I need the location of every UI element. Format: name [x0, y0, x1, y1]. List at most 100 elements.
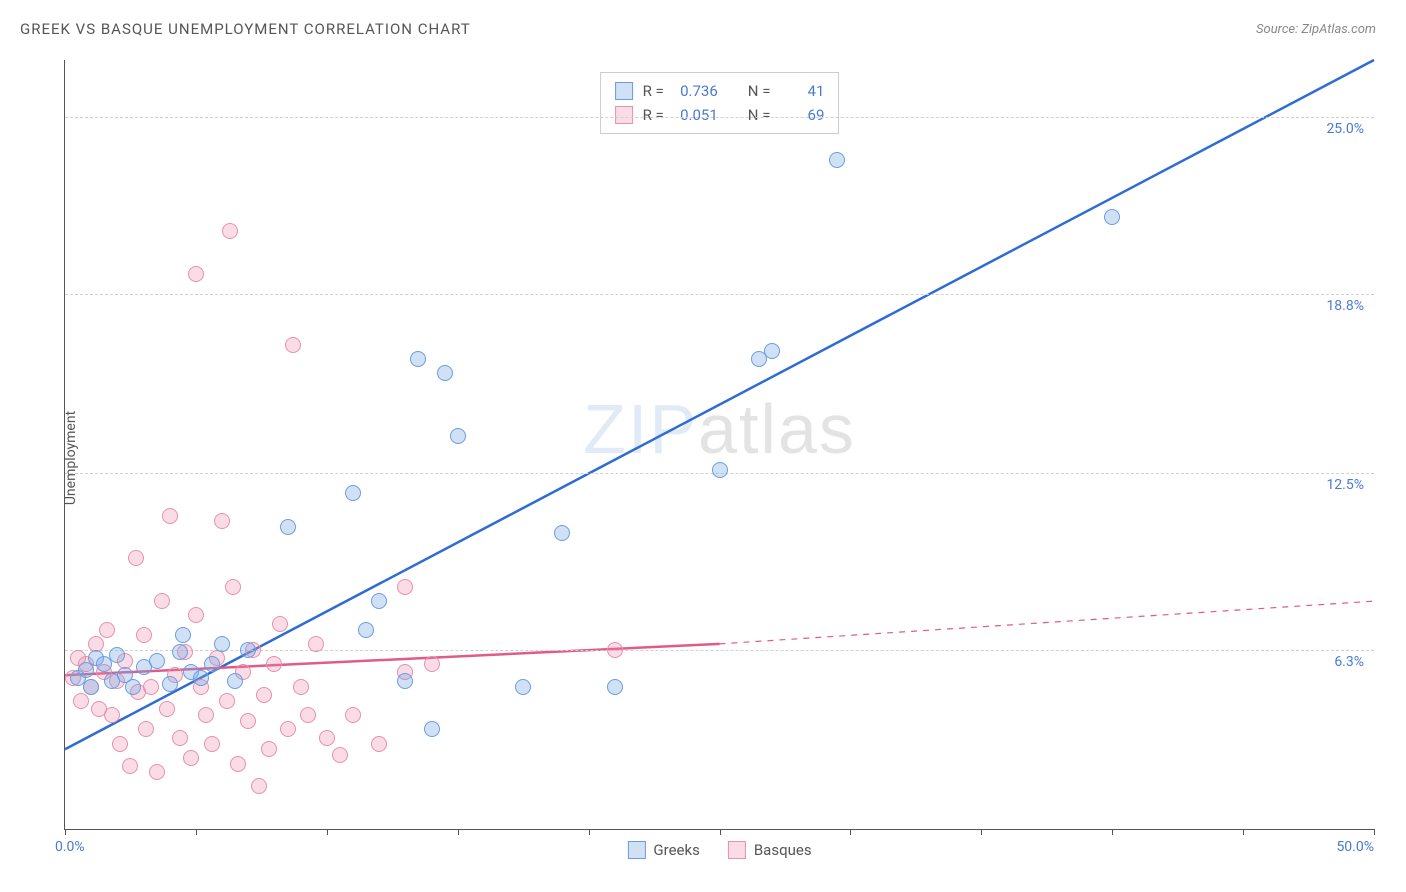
marker-greeks [607, 679, 623, 695]
marker-greeks [125, 679, 141, 695]
marker-basques [280, 721, 296, 737]
marker-basques [240, 713, 256, 729]
marker-basques [266, 656, 282, 672]
marker-basques [251, 778, 267, 794]
marker-basques [188, 266, 204, 282]
marker-basques [214, 513, 230, 529]
marker-basques [219, 693, 235, 709]
x-tick [1374, 829, 1375, 835]
marker-basques [104, 707, 120, 723]
marker-greeks [204, 656, 220, 672]
marker-greeks [358, 622, 374, 638]
marker-basques [136, 627, 152, 643]
marker-basques [300, 707, 316, 723]
marker-greeks [149, 653, 165, 669]
x-tick [589, 829, 590, 835]
marker-basques [424, 656, 440, 672]
marker-greeks [109, 647, 125, 663]
marker-greeks [397, 673, 413, 689]
chart-area: Unemployment ZIPatlas R = 0.736 N = 41 R… [24, 50, 1384, 865]
marker-greeks [712, 462, 728, 478]
marker-greeks [1104, 209, 1120, 225]
legend-item-greeks: Greeks [627, 841, 699, 859]
x-tick [1243, 829, 1244, 835]
chart-title: GREEK VS BASQUE UNEMPLOYMENT CORRELATION… [20, 20, 471, 38]
marker-basques [285, 337, 301, 353]
marker-basques [149, 764, 165, 780]
marker-basques [172, 730, 188, 746]
legend-label-basques: Basques [754, 841, 812, 859]
gridline [65, 117, 1374, 118]
marker-basques [198, 707, 214, 723]
legend-item-basques: Basques [728, 841, 812, 859]
marker-basques [345, 707, 361, 723]
marker-basques [256, 687, 272, 703]
marker-greeks [450, 428, 466, 444]
marker-greeks [829, 152, 845, 168]
x-tick [65, 829, 66, 835]
stat-n-a-value: 41 [780, 79, 824, 103]
plot-area: ZIPatlas R = 0.736 N = 41 R = 0.051 [64, 60, 1374, 830]
marker-greeks [345, 485, 361, 501]
x-tick [196, 829, 197, 835]
x-tick [1112, 829, 1113, 835]
y-tick-label: 12.5% [1326, 477, 1364, 493]
stat-r-a-value: 0.736 [674, 79, 718, 103]
marker-greeks [437, 365, 453, 381]
marker-basques [272, 616, 288, 632]
stats-row-a: R = 0.736 N = 41 [615, 79, 825, 103]
trend-lines-svg [65, 60, 1374, 829]
marker-greeks [410, 351, 426, 367]
marker-basques [183, 750, 199, 766]
marker-basques [154, 593, 170, 609]
x-tick [850, 829, 851, 835]
legend-swatch-basques-icon [728, 841, 746, 859]
marker-greeks [162, 676, 178, 692]
marker-greeks [172, 644, 188, 660]
marker-greeks [193, 670, 209, 686]
marker-basques [293, 679, 309, 695]
marker-basques [607, 642, 623, 658]
stat-r-b-value: 0.051 [674, 103, 718, 127]
marker-greeks [280, 519, 296, 535]
marker-basques [332, 747, 348, 763]
stat-r-label: R = [643, 79, 664, 103]
marker-basques [99, 622, 115, 638]
stat-n-label: N = [748, 79, 771, 103]
marker-greeks [424, 721, 440, 737]
x-tick [720, 829, 721, 835]
stat-n-b-value: 69 [780, 103, 824, 127]
marker-basques [397, 579, 413, 595]
marker-greeks [515, 679, 531, 695]
marker-basques [261, 741, 277, 757]
y-tick-label: 6.3% [1334, 654, 1364, 670]
marker-greeks [240, 642, 256, 658]
marker-basques [162, 508, 178, 524]
marker-basques [308, 636, 324, 652]
marker-greeks [83, 679, 99, 695]
x-tick [327, 829, 328, 835]
x-tick [458, 829, 459, 835]
marker-greeks [554, 525, 570, 541]
x-axis-origin-label: 0.0% [55, 839, 85, 855]
marker-greeks [175, 627, 191, 643]
stats-box: R = 0.736 N = 41 R = 0.051 N = 69 [600, 72, 840, 134]
marker-greeks [764, 343, 780, 359]
marker-basques [128, 550, 144, 566]
marker-basques [159, 701, 175, 717]
legend-label-greeks: Greeks [653, 841, 699, 859]
swatch-basques-icon [615, 106, 633, 124]
x-axis-end-label: 50.0% [1336, 839, 1374, 855]
marker-greeks [214, 636, 230, 652]
marker-basques [319, 730, 335, 746]
legend: Greeks Basques [627, 841, 811, 859]
marker-basques [122, 758, 138, 774]
marker-basques [371, 736, 387, 752]
legend-swatch-greeks-icon [627, 841, 645, 859]
source-label: Source: ZipAtlas.com [1256, 22, 1376, 37]
marker-basques [188, 607, 204, 623]
stat-r-label: R = [643, 103, 664, 127]
marker-basques [143, 679, 159, 695]
stats-row-b: R = 0.051 N = 69 [615, 103, 825, 127]
marker-basques [204, 736, 220, 752]
